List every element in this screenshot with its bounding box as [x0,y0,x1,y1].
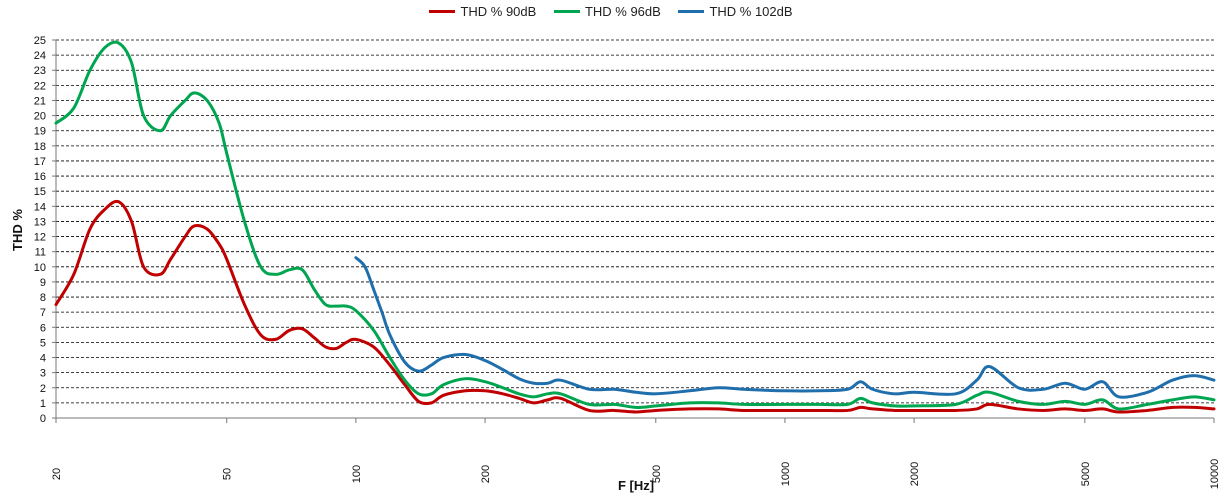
y-tick-label-21: 21 [34,95,46,107]
x-axis-title: F [Hz] [618,478,654,493]
y-tick-label-16: 16 [34,171,46,183]
y-tick-label-18: 18 [34,141,46,153]
x-tick-label-1000: 1000 [780,462,792,486]
x-tick-label-2000: 2000 [909,462,921,486]
y-tick-label-12: 12 [34,232,46,244]
legend-swatch-102db [678,10,705,14]
y-tick-label-4: 4 [40,353,46,365]
legend-item-90db: THD % 90dB [429,4,536,19]
x-tick-label-200: 200 [480,465,492,483]
legend-label-96db: THD % 96dB [584,4,661,19]
series-102db-line [354,256,1216,399]
y-tick-label-11: 11 [35,247,46,259]
y-tick-label-25: 25 [34,35,46,47]
y-axis-title: THD % [10,209,25,251]
y-tick-label-14: 14 [34,201,46,213]
x-tick-label-10000: 10000 [1209,459,1221,490]
y-tick-label-6: 6 [40,322,46,334]
legend-item-96db: THD % 96dB [553,4,661,19]
y-tick-label-24: 24 [34,50,46,62]
legend-label-90db: THD % 90dB [460,4,537,19]
x-tick-label-500: 500 [651,465,663,483]
y-tick-label-1: 1 [40,398,46,410]
y-tick-label-15: 15 [34,186,46,198]
legend-swatch-96db [553,10,580,14]
series-lines [54,40,1216,414]
y-tick-label-7: 7 [40,307,46,319]
grid-lines [56,39,1214,404]
y-tick-label-13: 13 [34,216,46,228]
legend-label-102db: THD % 102dB [709,4,793,19]
chart-legend: THD % 90dB THD % 96dB THD % 102dB [0,4,1222,19]
y-tick-label-3: 3 [40,368,46,380]
axes [52,39,1215,423]
legend-item-102db: THD % 102dB [678,4,793,19]
y-tick-label-9: 9 [40,277,46,289]
y-tick-label-0: 0 [40,413,46,425]
y-tick-label-20: 20 [34,111,46,123]
legend-swatch-90db [429,10,456,14]
y-tick-label-8: 8 [40,292,46,304]
x-tick-label-50: 50 [222,468,234,480]
x-tick-label-5000: 5000 [1080,462,1092,486]
y-tick-label-17: 17 [34,156,46,168]
y-tick-label-19: 19 [34,126,46,138]
y-tick-label-10: 10 [34,262,46,274]
x-tick-label-100: 100 [351,465,363,483]
series-96db-line [54,40,1216,411]
tick-labels: 0123456789101112131415161718192021222324… [34,35,1221,489]
x-tick-label-20: 20 [51,468,63,480]
y-tick-label-5: 5 [40,337,46,349]
y-tick-label-22: 22 [34,80,46,92]
y-tick-label-23: 23 [34,65,46,77]
series-90db-line [54,199,1216,414]
y-tick-label-2: 2 [40,383,46,395]
